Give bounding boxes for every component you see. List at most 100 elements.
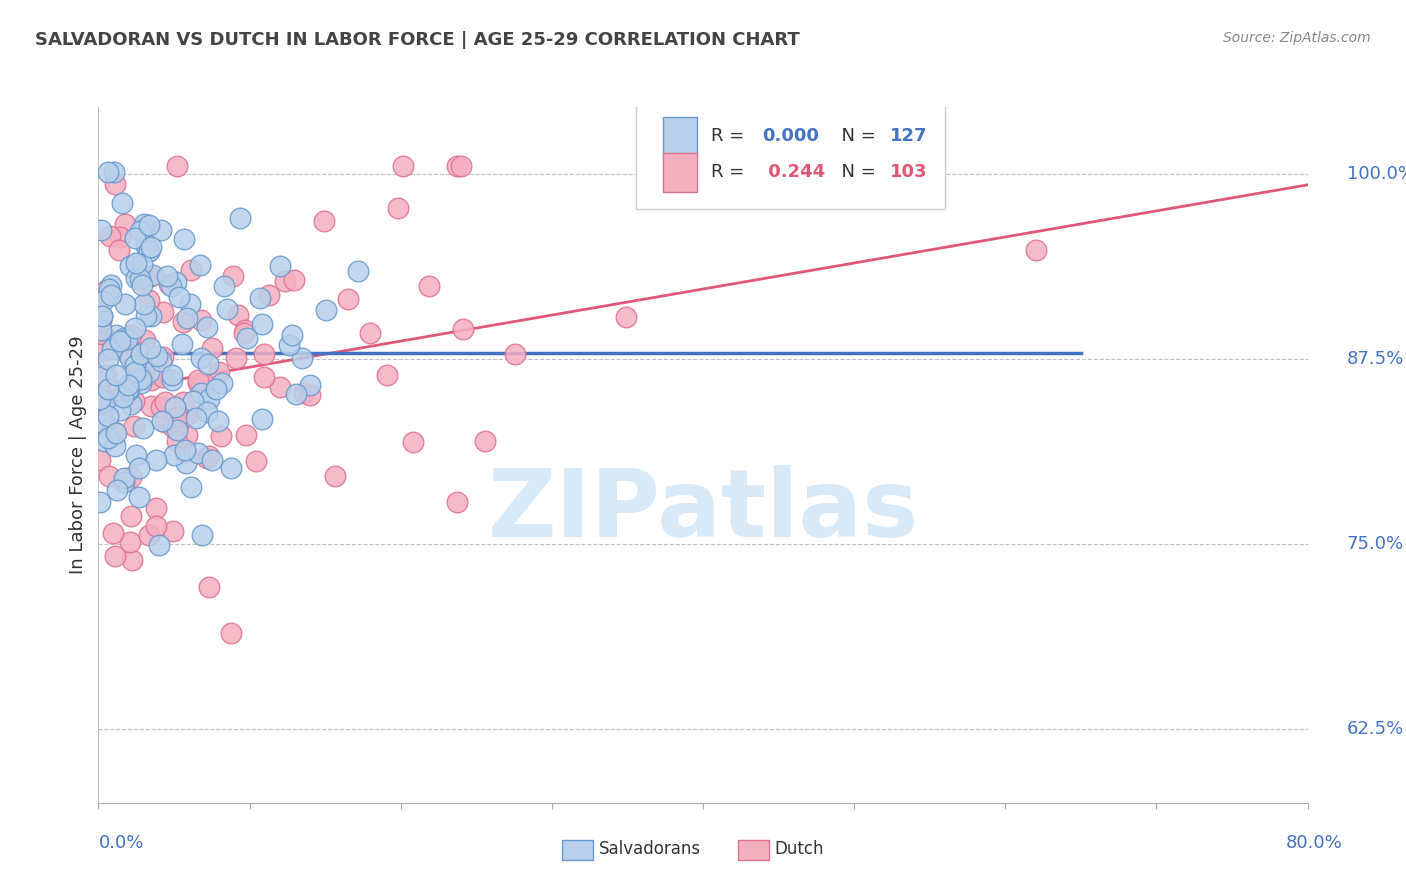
Point: [145, 349, 167, 363]
Point: [135, 310, 157, 324]
Point: [160, 373, 183, 387]
Point: [207, 414, 229, 428]
Text: R =: R =: [711, 128, 751, 145]
Point: [222, 268, 245, 283]
Point: [107, 384, 129, 399]
Point: [131, 376, 153, 390]
Point: [125, 256, 148, 270]
Point: [129, 372, 152, 386]
Text: 75.0%: 75.0%: [1347, 534, 1405, 553]
Point: [97, 432, 120, 446]
Point: [91, 309, 114, 323]
Point: [173, 232, 195, 246]
Point: [150, 414, 173, 428]
Point: [191, 527, 214, 541]
Point: [91, 368, 114, 383]
Point: [190, 386, 212, 401]
Point: [120, 470, 142, 484]
Point: [359, 326, 381, 340]
Text: 62.5%: 62.5%: [1347, 720, 1405, 738]
Point: [190, 351, 212, 366]
Point: [93, 434, 115, 448]
Point: [155, 415, 177, 429]
Point: [257, 288, 280, 302]
Point: [124, 366, 146, 380]
Point: [115, 332, 138, 346]
Point: [450, 159, 472, 173]
Point: [89, 392, 111, 407]
Point: [187, 446, 209, 460]
Text: 103: 103: [890, 163, 928, 181]
Point: [114, 217, 136, 231]
Point: [162, 420, 184, 434]
Point: [138, 244, 160, 258]
Point: [98, 281, 121, 295]
Point: [89, 309, 111, 323]
Point: [124, 321, 146, 335]
Text: N =: N =: [830, 163, 882, 181]
Point: [139, 268, 162, 283]
Point: [94, 393, 117, 408]
Point: [90, 323, 112, 337]
FancyBboxPatch shape: [637, 102, 945, 210]
Point: [118, 535, 141, 549]
Point: [179, 297, 201, 311]
Text: R =: R =: [711, 163, 751, 181]
Point: [195, 451, 218, 466]
Point: [128, 491, 150, 505]
Text: Salvadorans: Salvadorans: [599, 840, 702, 858]
Point: [122, 419, 145, 434]
Point: [180, 262, 202, 277]
Point: [181, 393, 204, 408]
Point: [283, 273, 305, 287]
Point: [120, 397, 142, 411]
Point: [162, 448, 184, 462]
Point: [100, 287, 122, 301]
Point: [163, 401, 186, 415]
Point: [100, 277, 122, 292]
Point: [201, 453, 224, 467]
Point: [118, 383, 141, 397]
Point: [149, 401, 172, 415]
Point: [166, 410, 188, 425]
Point: [148, 538, 170, 552]
Point: [139, 399, 162, 413]
Point: [124, 230, 146, 244]
Point: [195, 320, 218, 334]
Point: [198, 449, 221, 463]
Point: [131, 354, 153, 368]
Point: [111, 390, 134, 404]
Point: [152, 351, 174, 365]
Point: [176, 310, 198, 325]
Point: [387, 201, 409, 215]
Point: [128, 367, 150, 381]
Text: 80.0%: 80.0%: [1286, 834, 1343, 852]
Point: [225, 351, 247, 365]
Point: [253, 369, 276, 384]
Point: [90, 313, 112, 327]
Point: [120, 259, 142, 273]
Point: [250, 412, 273, 426]
Point: [292, 385, 315, 400]
Point: [134, 333, 156, 347]
Point: [299, 378, 322, 392]
Text: N =: N =: [830, 128, 882, 145]
Point: [312, 214, 335, 228]
Point: [138, 244, 160, 258]
Point: [166, 423, 188, 437]
Point: [112, 471, 135, 485]
Point: [177, 408, 200, 422]
Point: [172, 315, 194, 329]
Point: [156, 269, 179, 284]
Point: [131, 421, 153, 435]
Point: [104, 425, 127, 439]
Point: [131, 277, 153, 292]
Point: [233, 323, 256, 337]
Point: [153, 395, 176, 409]
Point: [110, 403, 132, 417]
Point: [284, 386, 307, 401]
Point: [402, 434, 425, 449]
Point: [90, 223, 112, 237]
Point: [446, 159, 468, 173]
Point: [135, 238, 157, 252]
